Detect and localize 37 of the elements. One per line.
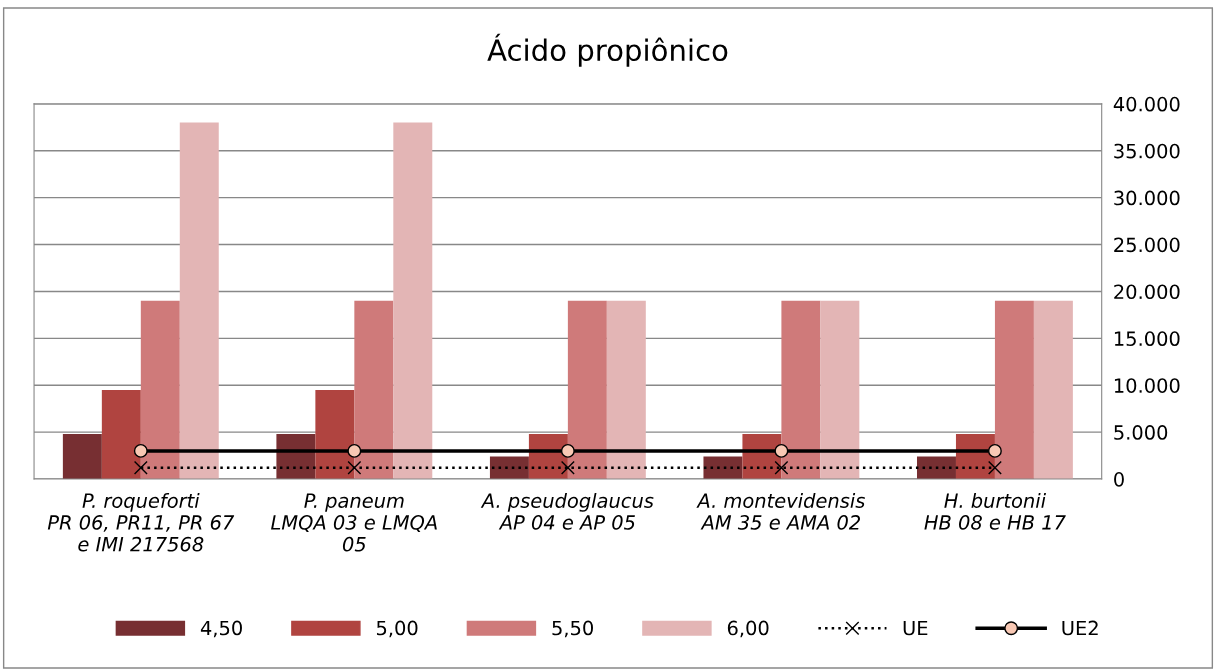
bar (489, 456, 529, 480)
y-tick-label: 15.000 (1114, 331, 1180, 347)
y-tick-label: 20.000 (1114, 284, 1180, 300)
bar (354, 300, 394, 480)
y-tick-label: 25.000 (1114, 237, 1180, 253)
x-tick-label: P. paneum LMQA 03 e LMQA 05 (271, 493, 437, 552)
y-tick-label: 40.000 (1113, 96, 1180, 112)
x-tick-label: H. burtonii HB 08 e HB 17 (924, 492, 1066, 530)
legend-label: 5,00 (376, 620, 418, 638)
bar (393, 122, 433, 480)
legend-label: UE (903, 620, 928, 636)
bar (1033, 300, 1073, 480)
bar (140, 300, 180, 480)
legend-label: 4,50 (200, 620, 242, 638)
y-tick-label: 30.000 (1114, 190, 1180, 206)
legend-label: 6,00 (727, 620, 769, 638)
bar (101, 389, 141, 480)
chart-title: Ácido propiônico (487, 33, 728, 67)
bar (703, 456, 743, 480)
y-tick-label: 0 (1114, 472, 1124, 487)
bar (179, 122, 219, 480)
bar (781, 300, 821, 480)
bar (315, 389, 355, 480)
bar (62, 434, 102, 480)
legend-label: 5,50 (552, 620, 593, 638)
x-tick-label: A. pseudoglaucus AP 04 e AP 05 (480, 492, 654, 530)
bar (916, 456, 956, 480)
bar (567, 300, 607, 480)
y-tick-label: 10.000 (1114, 378, 1180, 393)
bar (820, 300, 860, 480)
y-tick-label: 35.000 (1114, 143, 1180, 159)
bar (606, 300, 646, 480)
y-tick-label: 5.000 (1114, 425, 1168, 440)
legend-label: UE2 (1062, 620, 1098, 636)
bar (994, 300, 1034, 480)
x-tick-label: P. roqueforti PR 06, PR11, PR 67 e IMI 217568 (47, 492, 235, 552)
x-tick-label: A. montevidensis AM 35 e AMA 02 (696, 492, 865, 530)
